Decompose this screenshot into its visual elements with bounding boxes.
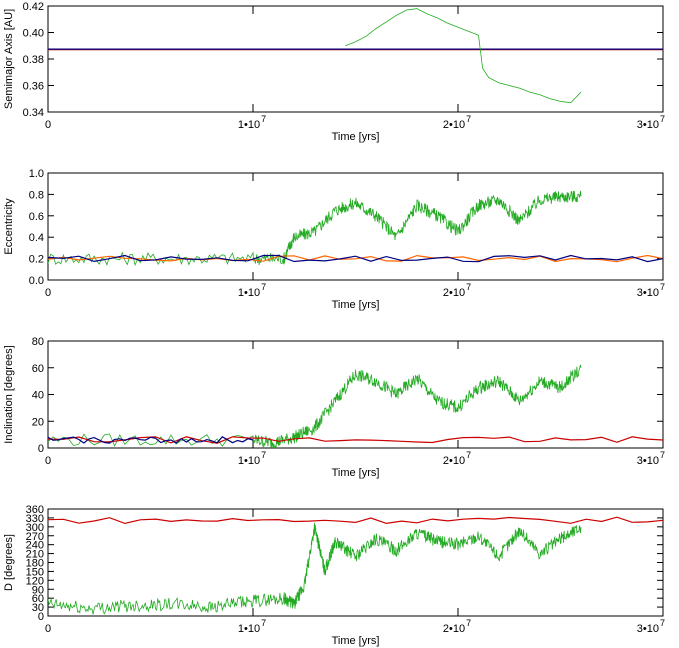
x-tick-label: 2•10 bbox=[443, 287, 465, 299]
y-tick-label: 240 bbox=[26, 540, 44, 552]
y-axis-title: Inclination [degrees] bbox=[3, 345, 15, 443]
y-axis-title: Semimajor Axis [AU] bbox=[3, 9, 15, 109]
series-line-1 bbox=[48, 516, 663, 525]
y-tick-label: 60 bbox=[32, 363, 44, 375]
x-tick-label: 1•10 bbox=[238, 119, 260, 131]
y-tick-label: 0.2 bbox=[29, 254, 44, 266]
y-tick-label: 300 bbox=[26, 522, 44, 534]
x-tick-exponent: 7 bbox=[660, 618, 665, 628]
y-tick-label: 120 bbox=[26, 575, 44, 587]
plot-frame bbox=[47, 340, 664, 449]
x-tick-exponent: 7 bbox=[261, 114, 266, 124]
x-tick-exponent: 7 bbox=[660, 450, 665, 460]
y-tick-label: 0.42 bbox=[23, 1, 44, 13]
y-tick-label: 80 bbox=[32, 336, 44, 348]
y-tick-label: 20 bbox=[32, 416, 44, 428]
x-tick-label: 3•10 bbox=[637, 455, 659, 467]
x-tick-exponent: 7 bbox=[261, 282, 266, 292]
x-tick-exponent: 7 bbox=[466, 282, 471, 292]
plot-frame bbox=[47, 5, 664, 113]
x-tick-label: 2•10 bbox=[443, 623, 465, 635]
x-tick-exponent: 7 bbox=[261, 450, 266, 460]
x-tick-label: 0 bbox=[45, 455, 51, 467]
x-tick-label: 1•10 bbox=[238, 455, 260, 467]
x-tick-label: 0 bbox=[45, 119, 51, 131]
y-axis-title: Eccentricity bbox=[3, 198, 15, 255]
y-tick-label: 210 bbox=[26, 549, 44, 561]
panel-1: 0.340.360.380.400.420 1•10 7 2•10 7 3•10 7Time… bbox=[3, 1, 665, 143]
y-tick-label: 0.0 bbox=[29, 275, 44, 287]
x-tick-label: 3•10 bbox=[637, 119, 659, 131]
x-tick-label: 3•10 bbox=[637, 287, 659, 299]
y-tick-label: 0 bbox=[38, 611, 44, 623]
x-tick-exponent: 7 bbox=[660, 282, 665, 292]
x-tick-label: 2•10 bbox=[443, 119, 465, 131]
series-line-3 bbox=[48, 436, 254, 444]
x-tick-label: 3•10 bbox=[637, 623, 659, 635]
x-tick-exponent: 7 bbox=[261, 618, 266, 628]
series-line-3 bbox=[48, 254, 663, 263]
y-tick-label: 40 bbox=[32, 390, 44, 402]
x-tick-exponent: 7 bbox=[466, 114, 471, 124]
series-line-1 bbox=[48, 364, 582, 448]
x-tick-exponent: 7 bbox=[466, 618, 471, 628]
y-axis-title: D [degrees] bbox=[3, 534, 15, 591]
x-axis-title: Time [yrs] bbox=[332, 299, 380, 311]
y-tick-label: 0.8 bbox=[29, 189, 44, 201]
y-tick-label: 0.34 bbox=[23, 107, 44, 119]
x-tick-label: 1•10 bbox=[238, 287, 260, 299]
y-tick-label: 270 bbox=[26, 531, 44, 543]
y-tick-label: 150 bbox=[26, 566, 44, 578]
y-tick-label: 30 bbox=[32, 602, 44, 614]
y-tick-label: 0.6 bbox=[29, 211, 44, 223]
x-axis-title: Time [yrs] bbox=[332, 467, 380, 479]
series-line-2 bbox=[48, 522, 582, 615]
y-tick-label: 1.0 bbox=[29, 168, 44, 180]
series-line-3 bbox=[345, 8, 582, 104]
y-tick-label: 0 bbox=[38, 443, 44, 455]
y-tick-label: 0.36 bbox=[23, 81, 44, 93]
x-axis-title: Time [yrs] bbox=[332, 635, 380, 647]
x-axis-title: Time [yrs] bbox=[332, 131, 380, 143]
y-tick-label: 0.4 bbox=[29, 232, 44, 244]
plot-frame bbox=[47, 172, 664, 281]
x-tick-exponent: 7 bbox=[660, 114, 665, 124]
y-tick-label: 330 bbox=[26, 513, 44, 525]
y-tick-label: 0.38 bbox=[23, 54, 44, 66]
x-tick-exponent: 7 bbox=[466, 450, 471, 460]
y-tick-label: 60 bbox=[32, 593, 44, 605]
x-tick-label: 2•10 bbox=[443, 455, 465, 467]
x-tick-label: 1•10 bbox=[238, 623, 260, 635]
series-line-1 bbox=[48, 190, 582, 267]
y-tick-label: 0.40 bbox=[23, 28, 44, 40]
x-tick-label: 0 bbox=[45, 623, 51, 635]
x-tick-label: 0 bbox=[45, 287, 51, 299]
plot-frame bbox=[47, 508, 664, 617]
y-tick-label: 90 bbox=[32, 584, 44, 596]
y-tick-label: 360 bbox=[26, 504, 44, 516]
y-tick-label: 180 bbox=[26, 558, 44, 570]
